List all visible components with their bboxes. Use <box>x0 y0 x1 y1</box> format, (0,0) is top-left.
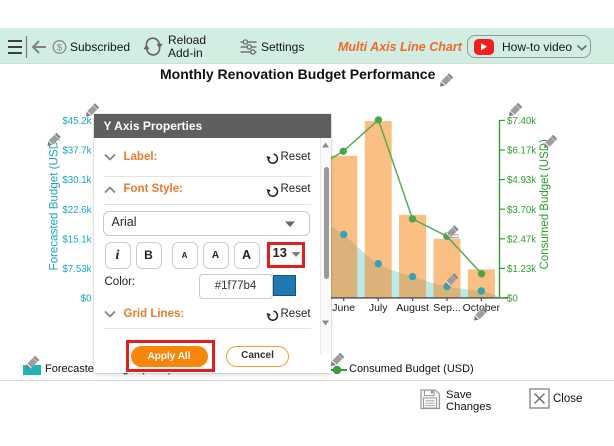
svg-text:June: June <box>332 302 355 314</box>
svg-text:$7.40k: $7.40k <box>507 116 536 127</box>
svg-text:$4.93k: $4.93k <box>507 175 536 186</box>
svg-text:$22.6k: $22.6k <box>62 205 91 216</box>
svg-text:July: July <box>369 302 388 314</box>
svg-text:$3.70k: $3.70k <box>507 205 536 216</box>
svg-text:$: $ <box>57 43 63 54</box>
svg-text:$45.2k: $45.2k <box>62 116 91 127</box>
svg-text:$7.53k: $7.53k <box>62 264 91 275</box>
svg-text:$0: $0 <box>81 294 92 305</box>
svg-text:$6.17k: $6.17k <box>507 146 536 157</box>
svg-text:October: October <box>463 302 501 314</box>
svg-text:August: August <box>396 302 429 314</box>
svg-text:$0: $0 <box>507 294 518 305</box>
svg-text:$1.23k: $1.23k <box>507 264 536 275</box>
svg-text:Sep...: Sep... <box>433 302 460 314</box>
svg-text:$2.47k: $2.47k <box>507 234 536 245</box>
svg-text:$37.7k: $37.7k <box>62 146 91 157</box>
svg-text:Consumed Budget (USD): Consumed Budget (USD) <box>539 139 551 270</box>
svg-text:Forecasted Budget (USD): Forecasted Budget (USD) <box>48 137 61 271</box>
svg-text:$30.1k: $30.1k <box>62 175 91 186</box>
svg-text:$15.1k: $15.1k <box>62 234 91 245</box>
